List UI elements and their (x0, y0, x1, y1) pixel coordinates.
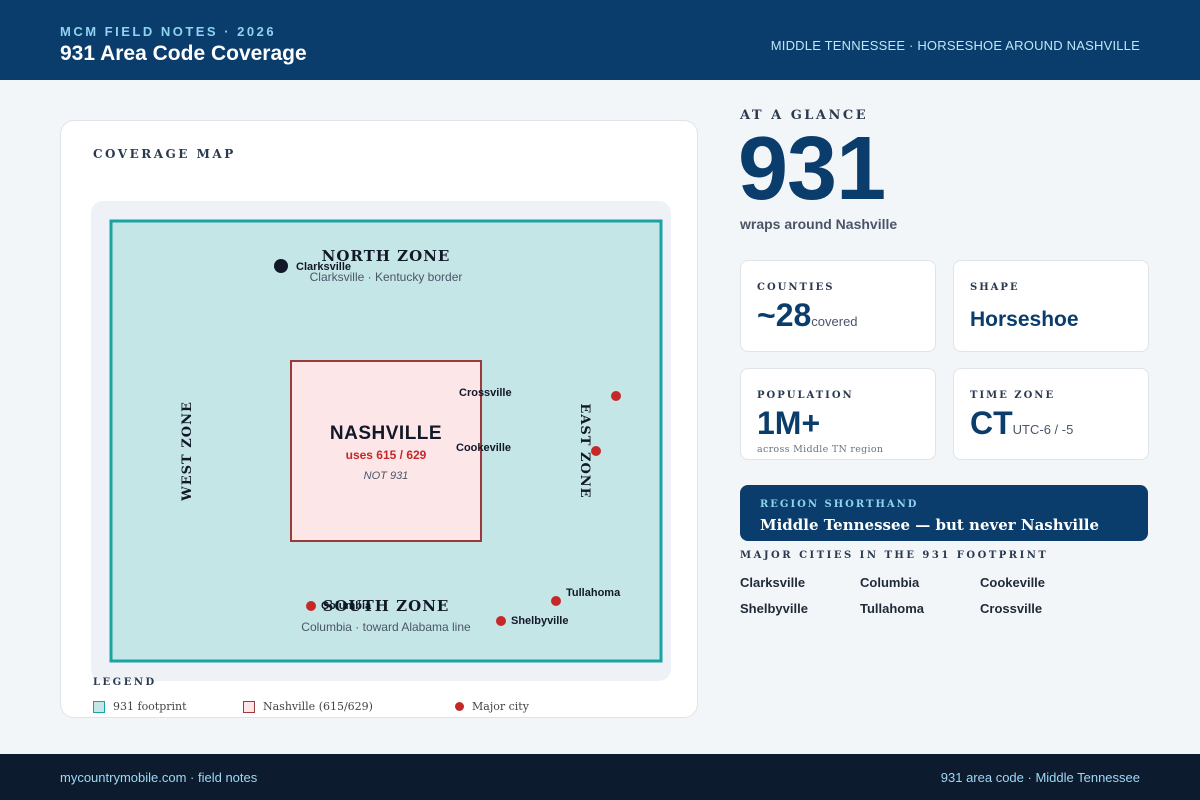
stat-population-label: POPULATION (757, 390, 854, 401)
coverage-map-title: COVERAGE MAP (93, 147, 236, 161)
page-title: 931 Area Code Coverage (60, 42, 307, 65)
nashville-label: NASHVILLE (330, 423, 442, 444)
nashville-region (290, 360, 482, 542)
south-zone-sub: Columbia · toward Alabama line (301, 620, 471, 634)
header-kicker: MCM FIELD NOTES · 2026 (60, 24, 277, 39)
at-a-glance-subtitle: wraps around Nashville (740, 216, 898, 232)
legend-city: Major city (455, 700, 529, 713)
legend-city-swatch (455, 702, 464, 711)
legend-title: LEGEND (93, 677, 157, 688)
stat-counties-value: ~28 (757, 297, 812, 333)
stat-timezone-value-row: CTUTC-6 / -5 (970, 405, 1073, 442)
stat-counties: COUNTIES ~28covered (740, 260, 936, 352)
footer-bar: mycountrymobile.com · field notes 931 ar… (0, 754, 1200, 800)
legend-city-label: Major city (472, 700, 529, 713)
stat-counties-suffix: covered (811, 314, 858, 329)
city-dot-clarksville (274, 259, 288, 273)
header-bar: MCM FIELD NOTES · 2026 931 Area Code Cov… (0, 0, 1200, 80)
stat-population-note: across Middle TN region (757, 444, 884, 455)
city-label-tullahoma: Tullahoma (566, 587, 621, 599)
major-city-item: Shelbyville (740, 601, 808, 616)
stat-counties-label: COUNTIES (757, 282, 835, 293)
at-a-glance-label: AT A GLANCE (740, 108, 869, 123)
city-label-shelbyville: Shelbyville (511, 615, 568, 627)
coverage-map-card: COVERAGE MAP NORTH ZONE Clarksville · Ke… (60, 120, 698, 718)
major-city-item: Columbia (860, 575, 920, 590)
nashville-note: NOT 931 (364, 470, 409, 482)
city-label-clarksville: Clarksville (296, 261, 351, 273)
west-zone-label: WEST ZONE (180, 401, 195, 502)
region-shorthand-card: REGION SHORTHAND Middle Tennessee — but … (740, 485, 1148, 541)
stat-shape-label: SHAPE (970, 282, 1020, 293)
region-shorthand-text: Middle Tennessee — but never Nashville (760, 516, 1100, 534)
legend-footprint-label: 931 footprint (113, 700, 187, 713)
legend-nashville-label: Nashville (615/629) (263, 700, 373, 713)
east-zone-label: EAST ZONE (577, 403, 592, 498)
city-label-crossville: Crossville (459, 387, 512, 399)
coverage-map: NORTH ZONE Clarksville · Kentucky border… (91, 201, 671, 681)
area-code-number: 931 (738, 119, 886, 219)
north-zone-sub: Clarksville · Kentucky border (310, 270, 463, 284)
legend-nashville: Nashville (615/629) (243, 700, 373, 713)
nashville-codes: uses 615 / 629 (346, 448, 427, 462)
north-zone-label: NORTH ZONE (322, 247, 451, 265)
stat-population-value: 1M+ (757, 405, 821, 441)
footer-tagline: 931 area code · Middle Tennessee (940, 770, 1140, 785)
city-label-columbia: Columbia (321, 600, 372, 612)
legend-footprint-swatch (93, 700, 105, 713)
major-city-item: Tullahoma (860, 601, 925, 616)
legend-nashville-swatch (243, 700, 255, 713)
major-cities-label: MAJOR CITIES IN THE 931 FOOTPRINT (740, 550, 1049, 561)
city-dot-cookeville (591, 446, 601, 456)
stat-shape-value: Horseshoe (970, 308, 1079, 331)
major-city-item: Cookeville (980, 575, 1046, 590)
stat-population: POPULATION 1M+ across Middle TN region (740, 368, 936, 460)
stat-timezone: TIME ZONE CTUTC-6 / -5 (953, 368, 1149, 460)
stat-counties-value-row: ~28covered (757, 297, 858, 334)
header-region: MIDDLE TENNESSEE · HORSESHOE AROUND NASH… (770, 38, 1140, 53)
city-dot-shelbyville (496, 616, 506, 626)
stat-timezone-suffix: UTC-6 / -5 (1012, 422, 1074, 437)
major-city-item: Crossville (980, 601, 1043, 616)
footer-site: mycountrymobile.com · field notes (60, 770, 258, 785)
stat-timezone-value: CT (970, 405, 1013, 441)
south-zone-label: SOUTH ZONE (323, 597, 450, 615)
major-city-item: Clarksville (740, 575, 806, 590)
city-dot-columbia (306, 601, 316, 611)
city-dot-tullahoma (551, 596, 561, 606)
stat-shape: SHAPE Horseshoe (953, 260, 1149, 352)
city-dot-crossville (611, 391, 621, 401)
legend-footprint: 931 footprint (93, 700, 187, 713)
stat-timezone-label: TIME ZONE (970, 390, 1056, 401)
region-shorthand-label: REGION SHORTHAND (760, 499, 919, 510)
city-label-cookeville: Cookeville (456, 442, 511, 454)
